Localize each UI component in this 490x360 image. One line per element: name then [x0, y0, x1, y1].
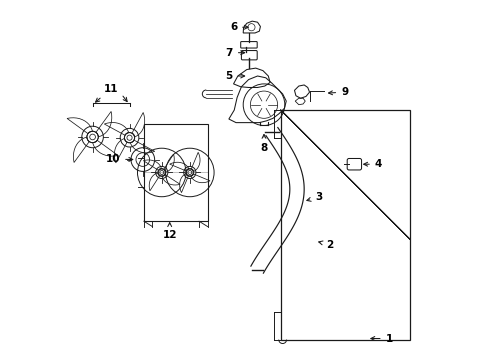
- Text: 3: 3: [307, 192, 322, 202]
- Text: 2: 2: [319, 239, 333, 249]
- Text: 7: 7: [225, 48, 245, 58]
- Text: 11: 11: [96, 84, 119, 102]
- Text: 6: 6: [230, 22, 248, 32]
- Text: 9: 9: [329, 87, 348, 97]
- Bar: [281, 110, 410, 339]
- Text: 5: 5: [225, 71, 245, 81]
- Text: 1: 1: [371, 333, 393, 343]
- Text: 12: 12: [163, 223, 177, 239]
- Text: 8: 8: [260, 134, 268, 153]
- Text: 4: 4: [364, 159, 382, 169]
- Text: 10: 10: [106, 154, 133, 164]
- Bar: [144, 124, 208, 221]
